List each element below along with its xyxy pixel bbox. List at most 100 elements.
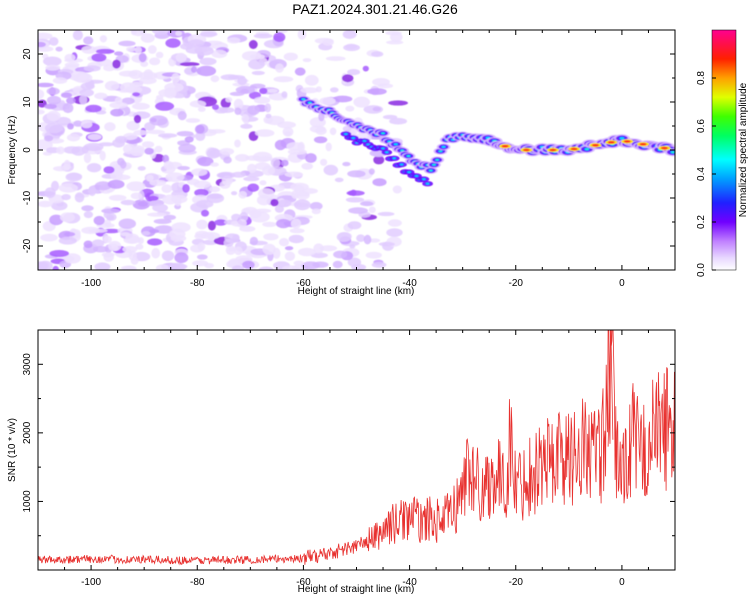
noise-blob [284,251,296,261]
noise-blob [254,162,271,170]
noise-blob [279,238,289,247]
noise-blob [94,181,112,191]
spectrogram-x-tick-label: 0 [619,278,625,289]
noise-blob [378,242,395,247]
noise-blob [120,199,136,206]
noise-blob [207,220,216,231]
noise-blob [249,54,265,60]
noise-blob [347,170,366,178]
noise-blob [191,66,197,73]
noise-blob [353,96,371,108]
noise-blob [290,218,302,229]
noise-blob [38,109,45,115]
noise-blob [46,110,61,122]
noise-blob [282,265,300,270]
noise-blob [55,46,63,52]
noise-blob [91,239,105,248]
noise-blob [38,41,46,48]
noise-blob [146,129,166,135]
noise-blob [163,160,174,170]
noise-blob [108,194,127,201]
noise-blob [108,240,122,252]
spectrogram-x-tick-label: -40 [402,278,417,289]
noise-blob [151,247,161,259]
snr-x-tick-label: -60 [296,577,311,588]
noise-blob [130,192,143,200]
noise-blob [251,70,265,76]
noise-blob [334,177,344,183]
noise-blob [310,252,328,259]
signal-blob [344,133,348,135]
noise-blob [365,251,382,259]
noise-blob [143,69,154,80]
noise-blob [171,73,180,83]
noise-blob [388,100,408,106]
noise-blob [140,61,149,67]
noise-blob [223,238,234,247]
noise-blob [117,157,125,166]
noise-blob [313,136,328,144]
noise-blob [99,150,106,161]
snr-x-tick-label: -100 [81,577,101,588]
noise-blob [253,96,271,104]
noise-blob [284,171,304,178]
signal-blob [433,164,435,166]
noise-blob [175,52,187,63]
noise-blob [392,185,402,194]
noise-blob [204,263,215,269]
noise-blob [81,205,94,212]
noise-blob [273,32,286,43]
noise-blob [270,158,281,168]
noise-blob [275,63,284,73]
noise-blob [134,46,142,54]
noise-blob [281,159,289,167]
noise-blob [287,148,307,155]
noise-blob [377,211,395,217]
noise-blob [72,30,83,41]
noise-blob [227,37,241,44]
noise-blob [201,209,209,217]
noise-blob [99,35,107,43]
colorbar-gradient [711,29,737,271]
noise-blob [125,233,140,244]
noise-blob [106,213,117,221]
noise-blob [162,154,170,163]
noise-blob [86,163,102,173]
signal-blob [382,132,384,134]
noise-blob [350,189,357,196]
noise-blob [119,82,137,93]
colorbar-tick-label: 0.4 [696,167,707,181]
noise-blob [165,172,185,182]
noise-blob [371,261,387,268]
noise-blob [302,58,312,63]
noise-blob [58,183,78,193]
noise-blob [197,106,206,112]
noise-blob [44,103,57,109]
signal-blob [407,155,410,157]
spectrogram-y-tick-label: 0 [22,147,33,153]
noise-blob [44,123,64,134]
noise-blob [284,246,294,251]
noise-blob [185,118,201,123]
noise-blob [112,59,121,69]
noise-blob [267,88,278,93]
noise-blob [373,155,385,165]
noise-blob [219,107,235,113]
noise-blob [249,236,258,246]
noise-blob [83,152,92,164]
noise-blob [247,105,260,115]
noise-blob [300,87,319,94]
noise-blob [199,31,218,37]
noise-blob [64,62,80,68]
noise-blob [73,120,83,127]
noise-blob [147,212,167,217]
noise-blob [281,91,288,98]
noise-blob [80,120,93,129]
noise-blob [140,33,155,43]
noise-blob [94,262,111,270]
noise-blob [342,30,357,39]
noise-blob [319,97,336,106]
noise-blob [104,80,120,91]
noise-blob [192,260,209,267]
noise-blob [114,51,124,56]
